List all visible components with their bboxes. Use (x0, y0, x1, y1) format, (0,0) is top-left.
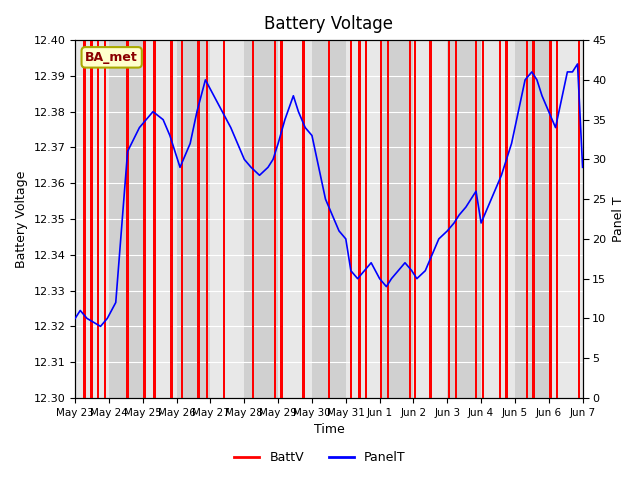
Y-axis label: Panel T: Panel T (612, 196, 625, 242)
Bar (83, 40, 86, 398)
Bar (109, 40, 143, 398)
Bar (454, 40, 457, 398)
Bar (448, 40, 450, 398)
Bar (273, 40, 276, 398)
Legend: BattV, PanelT: BattV, PanelT (229, 446, 411, 469)
X-axis label: Time: Time (314, 423, 344, 436)
Bar (515, 40, 548, 398)
Bar (548, 40, 582, 398)
Bar (177, 40, 211, 398)
Bar (346, 40, 380, 398)
Bar (532, 40, 535, 398)
Bar (143, 40, 146, 398)
Bar (280, 40, 283, 398)
Bar (475, 40, 477, 398)
Bar (409, 40, 412, 398)
Bar (143, 40, 177, 398)
Bar (429, 40, 431, 398)
Bar (75, 40, 109, 398)
Bar (349, 40, 352, 398)
Bar (90, 40, 93, 398)
Bar (549, 40, 552, 398)
Bar (499, 40, 501, 398)
Bar (312, 40, 346, 398)
Text: BA_met: BA_met (85, 51, 138, 64)
Bar (482, 40, 484, 398)
Bar (170, 40, 173, 398)
Bar (252, 40, 254, 398)
Bar (211, 40, 244, 398)
Bar (380, 40, 383, 398)
Bar (414, 40, 417, 398)
Bar (578, 40, 580, 398)
Y-axis label: Battery Voltage: Battery Voltage (15, 170, 28, 268)
Title: Battery Voltage: Battery Voltage (264, 15, 394, 33)
Bar (447, 40, 481, 398)
Bar (358, 40, 360, 398)
Bar (180, 40, 183, 398)
Bar (481, 40, 515, 398)
Bar (556, 40, 559, 398)
Bar (104, 40, 106, 398)
Bar (223, 40, 225, 398)
Bar (302, 40, 305, 398)
Bar (380, 40, 413, 398)
Bar (413, 40, 447, 398)
Bar (244, 40, 278, 398)
Bar (525, 40, 528, 398)
Bar (328, 40, 330, 398)
Bar (97, 40, 99, 398)
Bar (206, 40, 208, 398)
Bar (365, 40, 367, 398)
Bar (387, 40, 389, 398)
Bar (198, 40, 200, 398)
Bar (154, 40, 156, 398)
Bar (127, 40, 129, 398)
Bar (506, 40, 508, 398)
Bar (278, 40, 312, 398)
